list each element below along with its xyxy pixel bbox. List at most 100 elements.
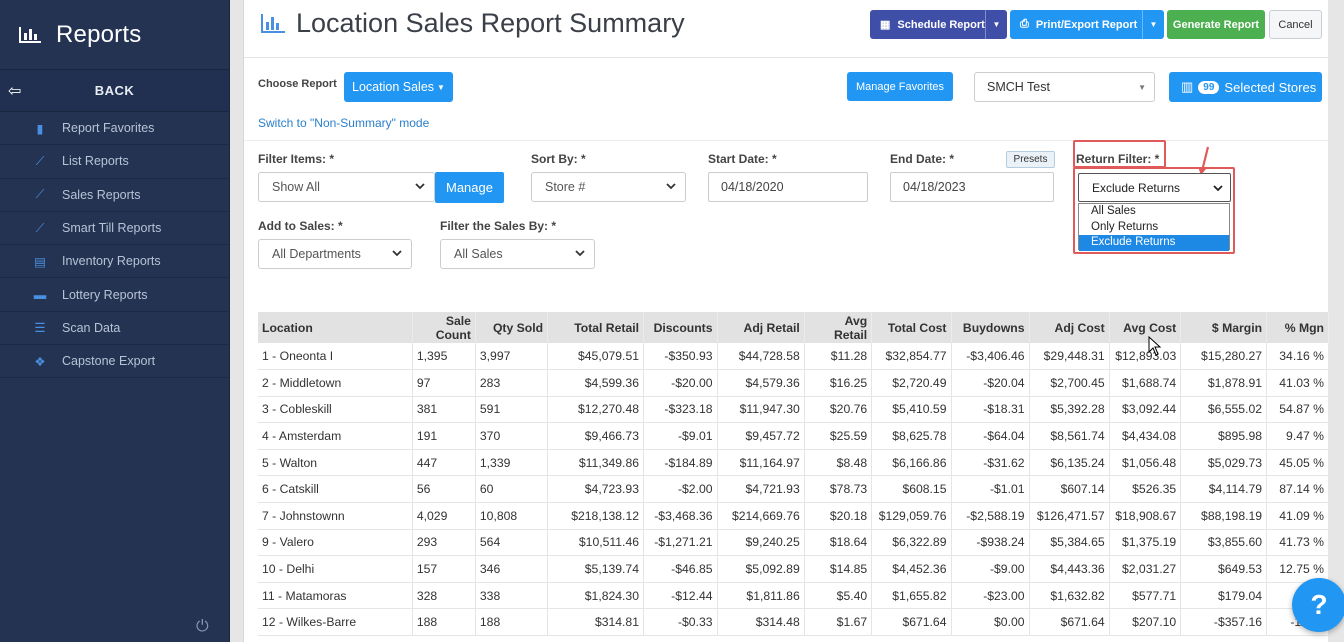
help-button[interactable]: ?	[1292, 578, 1344, 632]
option-all-sales[interactable]: All Sales	[1091, 205, 1136, 217]
return-filter-dropdown-highlight	[1073, 167, 1235, 254]
table-cell: $5.40	[804, 582, 873, 610]
sidebar-item-capstone-export[interactable]: ❖ Capstone Export	[0, 345, 229, 379]
table-cell: -$20.00	[643, 369, 718, 397]
print-export-button[interactable]: ⎙ Print/Export Report ▼	[1010, 10, 1164, 39]
table-cell: $16.25	[804, 369, 873, 397]
switch-mode-link[interactable]: Switch to "Non-Summary" mode	[258, 116, 430, 130]
return-filter-select[interactable]: Exclude Returns	[1078, 173, 1231, 202]
table-cell: $0.00	[951, 608, 1030, 637]
table-cell: $1,632.82	[1029, 582, 1110, 610]
schedule-dropdown-toggle[interactable]: ▼	[985, 10, 1007, 39]
presets-button[interactable]: Presets	[1006, 151, 1055, 168]
back-button[interactable]: ⇦ BACK	[0, 70, 229, 112]
caret-down-icon: ▼	[437, 82, 445, 92]
table-cell: -$9.01	[643, 422, 718, 450]
manage-favorites-button[interactable]: Manage Favorites	[847, 72, 953, 101]
table-cell: $4,434.08	[1109, 422, 1182, 450]
table-cell: 283	[475, 369, 549, 397]
table-cell: 56	[412, 475, 476, 504]
sidebar-item-label: Capstone Export	[62, 354, 156, 369]
selected-stores-button[interactable]: ▥ 99 Selected Stores	[1169, 72, 1322, 102]
option-only-returns[interactable]: Only Returns	[1091, 220, 1159, 233]
table-cell: $4,721.93	[717, 475, 805, 504]
sidebar-item-report-favorites[interactable]: ▮ Report Favorites	[0, 112, 229, 146]
arrow-left-icon: ⇦	[8, 83, 22, 100]
cancel-button[interactable]: Cancel	[1269, 10, 1322, 39]
sidebar: Reports ⇦ BACK ▮ Report Favorites ⟋ List Re…	[0, 0, 230, 642]
table-cell: $1.67	[804, 608, 873, 637]
bar-chart-icon	[261, 14, 285, 33]
sidebar-item-smart-till-reports[interactable]: ⟋ Smart Till Reports	[0, 212, 229, 246]
choose-report-label: Choose Report	[258, 78, 337, 90]
sidebar-item-sales-reports[interactable]: ⟋ Sales Reports	[0, 179, 229, 212]
end-date-input[interactable]: 04/18/2023	[890, 172, 1054, 202]
top-bar: Location Sales Report Summary ▦ Schedule …	[244, 0, 1329, 58]
table-cell: $78.73	[804, 475, 873, 504]
schedule-report-button[interactable]: ▦ Schedule Report ▼	[870, 10, 1007, 39]
table-row: 1 - Oneonta I 1,395 3,997 $45,079.51 -$350.9…	[258, 343, 1329, 371]
table-cell: -$323.18	[643, 396, 718, 424]
table-cell: 3 - Cobleskill	[258, 396, 413, 424]
table-cell: 1,339	[475, 449, 549, 477]
column-header[interactable]: Adj Retail	[717, 312, 805, 343]
table-cell: 4,029	[412, 502, 476, 530]
table-cell: $214,669.76	[717, 502, 805, 530]
table-cell: $1,375.19	[1109, 529, 1182, 557]
sidebar-item-scan-data[interactable]: ☰ Scan Data	[0, 312, 229, 346]
column-header[interactable]: % Mgn	[1266, 312, 1329, 343]
table-cell: 45.05 %	[1266, 449, 1329, 477]
generate-report-button[interactable]: Generate Report	[1167, 10, 1265, 39]
column-header[interactable]: Adj Cost	[1029, 312, 1110, 343]
table-cell: $1,688.74	[1109, 369, 1182, 397]
table-cell: -$31.62	[951, 449, 1030, 477]
sidebar-item-list-reports[interactable]: ⟋ List Reports	[0, 145, 229, 179]
power-icon[interactable]: ⏻	[196, 618, 209, 635]
table-cell: $6,135.24	[1029, 449, 1110, 477]
column-header[interactable]: Qty Sold	[475, 312, 549, 343]
table-cell: 591	[475, 396, 549, 424]
column-header[interactable]: Total Cost	[871, 312, 952, 343]
table-cell: $1,811.86	[717, 582, 805, 610]
table-cell: -$3,406.46	[951, 343, 1030, 371]
table-cell: $6,166.86	[871, 449, 952, 477]
store-group-select[interactable]: SMCH Test ▼	[974, 72, 1155, 102]
table-cell: 10 - Delhi	[258, 555, 413, 583]
add-to-sales-select[interactable]: All Departments	[258, 239, 412, 269]
table-cell: -$184.89	[643, 449, 718, 477]
column-header[interactable]: $ Margin	[1180, 312, 1268, 343]
table-cell: 381	[412, 396, 476, 424]
table-cell: $12,270.48	[547, 396, 644, 424]
table-cell: $8,625.78	[871, 422, 952, 450]
chevron-down-icon	[392, 250, 402, 257]
column-header[interactable]: Avg Cost	[1109, 312, 1182, 343]
column-header[interactable]: Discounts	[643, 312, 718, 343]
column-header[interactable]: Sale Count	[412, 312, 476, 343]
column-header[interactable]: Buydowns	[951, 312, 1030, 343]
table-cell: -$1,271.21	[643, 529, 718, 557]
sidebar-item-lottery-reports[interactable]: ▬ Lottery Reports	[0, 278, 229, 312]
start-date-label: Start Date: *	[708, 152, 777, 166]
start-date-input[interactable]: 04/18/2020	[708, 172, 868, 202]
manage-button[interactable]: Manage	[435, 172, 504, 203]
filter-items-select[interactable]: Show All	[258, 172, 435, 202]
column-header[interactable]: Avg Retail	[804, 312, 873, 343]
table-row: 9 - Valero 293 564 $10,511.46 -$1,271.21 $9,2…	[258, 529, 1329, 557]
table-cell: $18.64	[804, 529, 873, 557]
column-header[interactable]: Location	[258, 312, 413, 343]
table-cell: 447	[412, 449, 476, 477]
table-cell: 188	[475, 608, 549, 637]
column-header[interactable]: Total Retail	[547, 312, 644, 343]
print-dropdown-toggle[interactable]: ▼	[1142, 10, 1164, 39]
sort-by-select[interactable]: Store #	[531, 172, 686, 202]
table-cell: 191	[412, 422, 476, 450]
table-cell: $45,079.51	[547, 343, 644, 371]
table-row: 12 - Wilkes-Barre 188 188 $314.81 -$0.33 $314…	[258, 608, 1329, 637]
filter-sales-by-select[interactable]: All Sales	[440, 239, 595, 269]
report-type-dropdown[interactable]: Location Sales ▼	[344, 72, 453, 102]
option-exclude-returns[interactable]: Exclude Returns	[1079, 235, 1229, 251]
table-cell: 1,395	[412, 343, 476, 371]
chart-line-icon: ⟋	[35, 220, 45, 235]
table-cell: $895.98	[1180, 422, 1268, 450]
sidebar-item-inventory-reports[interactable]: ▤ Inventory Reports	[0, 245, 229, 279]
